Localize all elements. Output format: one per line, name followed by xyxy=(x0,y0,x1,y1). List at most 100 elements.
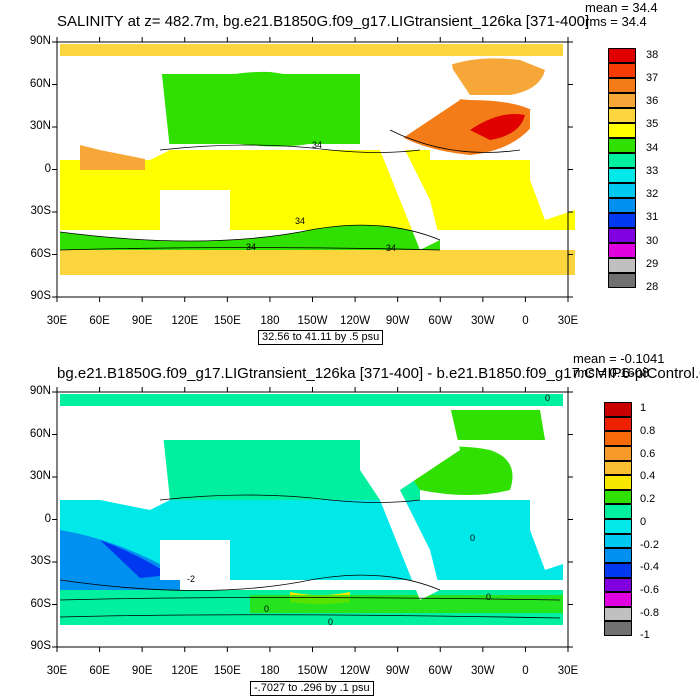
panel-1-contour-labels: 34 34 34 34 xyxy=(246,140,396,253)
x-tick-label: 30E xyxy=(557,665,579,677)
panel-1-land xyxy=(60,56,575,295)
panel-2-contour-labels: 0 0 -2 0 0 0 xyxy=(187,393,550,627)
contour-label: 34 xyxy=(386,243,396,253)
x-tick-label: 120E xyxy=(171,665,199,677)
colorbar-swatch xyxy=(608,48,636,63)
panel-1-colorbar xyxy=(608,48,636,288)
contour-0-a xyxy=(159,494,421,503)
colorbar-swatch xyxy=(604,562,632,578)
y-tick-label: 90S xyxy=(30,640,51,652)
colorbar-label: 0.8 xyxy=(640,425,656,437)
colorbar-label: 0.6 xyxy=(640,447,656,460)
y-tick-label: 60N xyxy=(29,427,51,440)
colorbar-swatch xyxy=(608,213,636,228)
colorbar-label: 28 xyxy=(646,281,659,294)
colorbar-label: 32 xyxy=(646,188,659,201)
contour-label: 0 xyxy=(264,604,269,614)
north-pacific-green xyxy=(160,71,360,147)
southern-green-2 xyxy=(250,595,563,613)
x-tick-label: 30E xyxy=(557,315,579,327)
x-tick-label: 60W xyxy=(428,315,453,327)
x-tick-label: 0 xyxy=(522,665,529,677)
arctic-band-2 xyxy=(60,394,563,406)
x-tick-label: 60E xyxy=(89,315,110,327)
contour-label: 0 xyxy=(486,592,491,602)
colorbar-swatch xyxy=(604,504,632,519)
y-tick-label: 60S xyxy=(30,597,51,610)
colorbar-label: 31 xyxy=(646,211,659,224)
land-africa-2 xyxy=(530,460,575,570)
x-tick-label: 90W xyxy=(385,315,410,327)
colorbar-swatch xyxy=(604,475,632,490)
land-asia-2 xyxy=(60,406,170,510)
y-tick-label: 30S xyxy=(30,555,51,567)
x-tick-label: 90W xyxy=(385,665,410,677)
southern-green xyxy=(60,225,440,250)
x-tick-label: 60E xyxy=(89,665,110,677)
y-tick-label: 0 xyxy=(44,162,51,175)
colorbar-swatch xyxy=(608,183,636,198)
x-tick-label: 60W xyxy=(428,665,453,677)
y-tick-label: 60N xyxy=(29,77,51,90)
colorbar-swatch xyxy=(608,63,636,78)
colorbar-swatch xyxy=(608,168,636,183)
x-tick-label: 150E xyxy=(213,665,241,677)
contour-south-2 xyxy=(59,247,441,251)
land-antarctica xyxy=(60,276,575,295)
colorbar-swatch xyxy=(604,416,632,432)
indian-deep xyxy=(100,540,170,578)
y-tick-label: 30N xyxy=(29,470,51,482)
colorbar-label: 37 xyxy=(646,71,659,84)
panel-2-rms: rms = 0.1608 xyxy=(573,365,650,380)
contour-label: 34 xyxy=(246,242,256,252)
contour-0-d xyxy=(59,614,561,619)
colorbar-swatch xyxy=(604,592,632,607)
panel-2-contours xyxy=(59,494,561,619)
colorbar-swatch xyxy=(604,606,632,622)
colorbar-label: 0.4 xyxy=(640,470,656,483)
panel-1-contours xyxy=(59,129,521,251)
colorbar-swatch xyxy=(608,78,636,93)
colorbar-swatch xyxy=(604,548,632,563)
contour-label: 0 xyxy=(470,533,475,543)
colorbar-swatch xyxy=(604,445,632,461)
colorbar-label: -0.4 xyxy=(640,561,659,574)
panel-2-land xyxy=(60,406,575,645)
colorbar-swatch xyxy=(604,402,632,417)
colorbar-label: -0.6 xyxy=(640,583,659,596)
atlantic-red xyxy=(470,114,525,140)
colorbar-swatch xyxy=(608,228,636,243)
colorbar-swatch xyxy=(608,243,636,258)
colorbar-label: 34 xyxy=(646,141,659,154)
contour-0-c xyxy=(59,597,561,601)
colorbar-label: 36 xyxy=(646,95,659,108)
x-tick-label: 120W xyxy=(340,315,371,327)
x-tick-label: 150W xyxy=(297,315,328,327)
colorbar-swatch xyxy=(608,258,636,273)
colorbar-swatch xyxy=(608,108,636,123)
arctic-orange xyxy=(450,58,545,95)
colorbar-swatch xyxy=(608,93,636,108)
colorbar-swatch xyxy=(604,533,632,549)
x-tick-label: 30W xyxy=(471,315,495,327)
y-tick-label: 30N xyxy=(29,120,51,132)
arctic-green xyxy=(440,410,545,440)
colorbar-label: 0 xyxy=(640,515,647,528)
colorbar-swatch xyxy=(608,198,636,213)
colorbar-label: 29 xyxy=(646,258,659,271)
x-tick-label: 30W xyxy=(471,665,495,677)
y-tick-label: 90N xyxy=(29,35,51,47)
x-tick-label: 30E xyxy=(46,315,68,327)
colorbar-swatch xyxy=(604,577,632,593)
colorbar-label: 35 xyxy=(646,118,659,131)
x-tick-label: 120W xyxy=(340,665,371,677)
contour-0-b xyxy=(59,574,441,591)
panel-2-ticks xyxy=(52,387,573,652)
x-tick-label: 90E xyxy=(131,665,153,677)
contour-34-north xyxy=(159,144,421,153)
panel-1-mean: mean = 34.4 xyxy=(585,0,658,15)
x-tick-label: 180 xyxy=(260,665,280,677)
colorbar-label: 30 xyxy=(646,234,659,247)
